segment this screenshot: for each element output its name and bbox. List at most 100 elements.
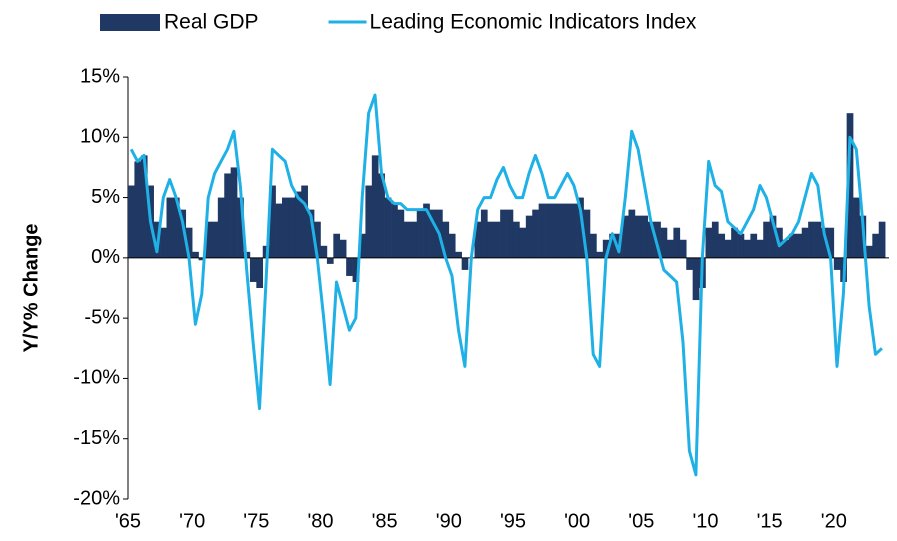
bar — [487, 221, 495, 258]
bar — [570, 203, 578, 258]
x-tick-label: '80 — [307, 510, 333, 532]
bar — [256, 257, 264, 288]
x-tick-label: '70 — [179, 510, 205, 532]
bar — [692, 257, 700, 301]
bar — [557, 203, 565, 258]
bar — [705, 227, 713, 258]
y-tick-label: 5% — [91, 186, 120, 208]
bar — [391, 203, 398, 258]
x-tick-label: '95 — [500, 510, 526, 532]
bar — [371, 155, 379, 258]
x-tick-label: '85 — [372, 510, 398, 532]
bar — [788, 233, 796, 258]
bar — [641, 215, 649, 258]
bar — [378, 173, 385, 258]
bar — [301, 185, 308, 258]
x-tick-label: '65 — [115, 510, 141, 532]
bar — [230, 167, 238, 258]
bar — [410, 221, 418, 258]
legend-label: Leading Economic Indicators Index — [370, 11, 697, 34]
bar — [519, 227, 527, 258]
bar — [384, 197, 392, 258]
bar — [493, 221, 501, 258]
bar — [140, 155, 148, 258]
bar — [134, 161, 142, 258]
bar — [782, 239, 790, 258]
y-tick-label: 15% — [80, 65, 120, 87]
bar — [500, 209, 507, 258]
bar — [506, 209, 514, 258]
bar — [352, 257, 360, 282]
x-tick-label: '20 — [821, 510, 847, 532]
bar — [814, 221, 822, 258]
bar — [756, 239, 764, 258]
bar — [397, 209, 405, 258]
x-tick-label: '15 — [757, 510, 783, 532]
bar — [192, 251, 199, 258]
bar — [763, 221, 770, 258]
bar — [545, 203, 552, 258]
bar — [724, 239, 732, 258]
bar — [564, 203, 572, 258]
y-axis-label: Y/Y% Change — [20, 224, 42, 353]
bar — [269, 185, 276, 258]
bar — [750, 233, 758, 258]
y-tick-label: 10% — [80, 126, 120, 148]
bar — [878, 221, 886, 258]
bar — [795, 233, 803, 258]
bar — [718, 233, 726, 258]
bar — [647, 221, 655, 258]
bar — [596, 251, 604, 258]
bar — [827, 227, 835, 258]
y-tick-label: -20% — [73, 487, 120, 509]
bar — [423, 203, 430, 258]
bar — [403, 221, 411, 258]
bar — [743, 239, 751, 258]
bar — [237, 197, 244, 258]
y-tick-label: -10% — [73, 367, 120, 389]
bar — [346, 257, 353, 276]
bar — [224, 173, 231, 258]
bar — [865, 245, 873, 258]
bar — [442, 221, 450, 258]
x-tick-label: '00 — [564, 510, 590, 532]
bar — [204, 221, 212, 258]
bar — [538, 203, 546, 258]
bar — [249, 257, 257, 282]
y-tick-label: -15% — [73, 427, 120, 449]
bar — [128, 185, 135, 258]
bar — [769, 215, 777, 258]
bar — [217, 197, 225, 258]
bar — [583, 209, 591, 258]
bar — [416, 209, 424, 258]
bar — [307, 209, 315, 258]
bar — [333, 233, 341, 258]
bar — [320, 245, 328, 258]
bar — [654, 221, 661, 258]
bar — [731, 227, 738, 258]
bar — [853, 197, 860, 258]
x-tick-label: '90 — [436, 510, 462, 532]
x-tick-label: '10 — [692, 510, 718, 532]
line — [129, 93, 883, 477]
bar — [185, 227, 193, 258]
bar — [673, 227, 681, 258]
bar — [480, 209, 488, 258]
bar — [474, 221, 482, 258]
bar — [326, 257, 334, 264]
legend-swatch — [100, 14, 160, 31]
y-tick-label: 0% — [91, 246, 120, 268]
bar — [532, 209, 539, 258]
bar — [589, 233, 597, 258]
bar — [198, 257, 206, 261]
bar — [551, 203, 559, 258]
bar — [846, 113, 854, 258]
bar — [512, 221, 520, 258]
bar — [429, 209, 437, 258]
bar — [339, 239, 347, 258]
bar — [820, 227, 828, 258]
bar — [679, 239, 687, 258]
bar — [634, 215, 642, 258]
bar — [737, 233, 745, 258]
